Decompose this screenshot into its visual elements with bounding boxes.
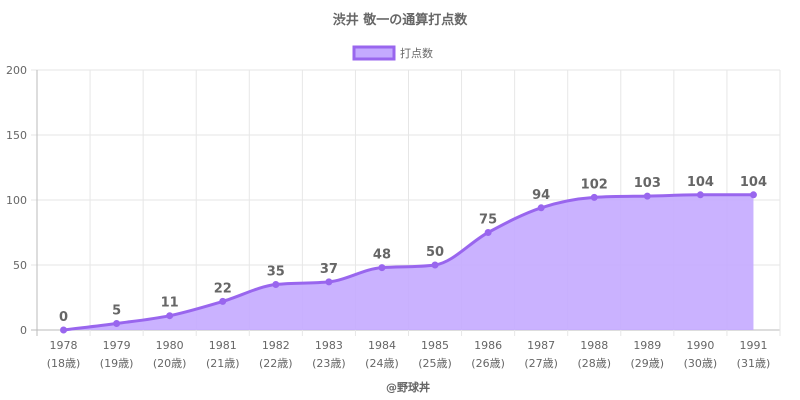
x-tick-age-label: (20歳) [153, 357, 187, 370]
legend[interactable]: 打点数 [352, 45, 433, 61]
x-tick-age-label: (19歳) [100, 357, 134, 370]
x-tick-label: 1981 [209, 339, 237, 352]
x-tick-age-label: (26歳) [471, 357, 505, 370]
data-label: 102 [581, 177, 608, 192]
plot-area [60, 191, 757, 334]
x-tick-label: 1990 [686, 339, 714, 352]
y-tick-label: 100 [6, 194, 27, 207]
x-tick-label: 1979 [103, 339, 131, 352]
y-tick-label: 200 [6, 64, 27, 77]
x-tick-label: 1984 [368, 339, 396, 352]
x-tick-label: 1982 [262, 339, 290, 352]
data-label: 104 [687, 175, 714, 190]
series-area [63, 194, 754, 330]
x-tick-age-label: (21歳) [206, 357, 240, 370]
data-label: 0 [59, 310, 68, 325]
y-tick-label: 150 [6, 129, 27, 142]
x-tick-label: 1988 [580, 339, 608, 352]
data-label: 5 [112, 304, 121, 319]
data-point [590, 193, 598, 201]
x-tick-age-label: (31歳) [737, 357, 771, 370]
data-point [378, 264, 386, 272]
y-tick-label: 50 [13, 259, 27, 272]
x-tick-age-label: (23歳) [312, 357, 346, 370]
x-axis: 1978 (18歳) 1979 (19歳) 1980 (20歳) 1981 (21歳) 1982… [47, 339, 771, 370]
x-tick-age-label: (25歳) [418, 357, 452, 370]
data-point [696, 191, 704, 199]
data-point [272, 281, 280, 288]
x-tick-label: 1989 [633, 339, 661, 352]
x-tick-label: 1980 [156, 339, 184, 352]
x-tick-label: 1985 [421, 339, 449, 352]
legend-label: 打点数 [400, 46, 433, 60]
data-point [749, 191, 757, 199]
data-label: 104 [740, 175, 767, 190]
data-point [431, 261, 439, 269]
x-tick-age-label: (27歳) [524, 357, 558, 370]
x-tick-label: 1978 [50, 339, 78, 352]
x-tick-age-label: (18歳) [47, 357, 81, 370]
y-axis: 0 50 100 150 200 [6, 64, 27, 337]
x-tick-age-label: (30歳) [684, 357, 718, 370]
x-tick-label: 1986 [474, 339, 502, 352]
legend-swatch [352, 45, 396, 61]
chart-title: 渋井 敬一の通算打点数 [333, 12, 469, 28]
data-point [325, 278, 333, 286]
data-label: 22 [214, 281, 232, 296]
data-point [113, 320, 121, 327]
data-label: 37 [320, 262, 338, 277]
data-point [219, 297, 227, 305]
y-tick-label: 0 [20, 324, 27, 337]
data-labels: 0 5 11 22 35 37 48 50 75 94 102 103 104 104 [59, 175, 767, 325]
x-tick-age-label: (29歳) [631, 357, 665, 370]
x-tick-label: 1983 [315, 339, 343, 352]
data-label: 35 [267, 265, 285, 280]
series-line [63, 193, 754, 332]
x-tick-age-label: (28歳) [577, 357, 611, 370]
x-tick-age-label: (22歳) [259, 357, 293, 370]
data-label: 103 [634, 176, 661, 191]
x-tick-label: 1991 [739, 339, 767, 352]
x-tick-age-label: (24歳) [365, 357, 399, 370]
data-point [166, 312, 174, 320]
data-point [537, 204, 545, 212]
data-point [484, 229, 492, 236]
data-point [60, 326, 68, 334]
credit-text: @野球丼 [386, 380, 430, 394]
data-label: 94 [532, 188, 550, 203]
data-label: 50 [426, 245, 444, 260]
data-label: 75 [479, 213, 497, 228]
x-tick-label: 1987 [527, 339, 555, 352]
data-point [643, 192, 651, 200]
data-label: 11 [161, 296, 179, 311]
data-label: 48 [373, 248, 391, 263]
